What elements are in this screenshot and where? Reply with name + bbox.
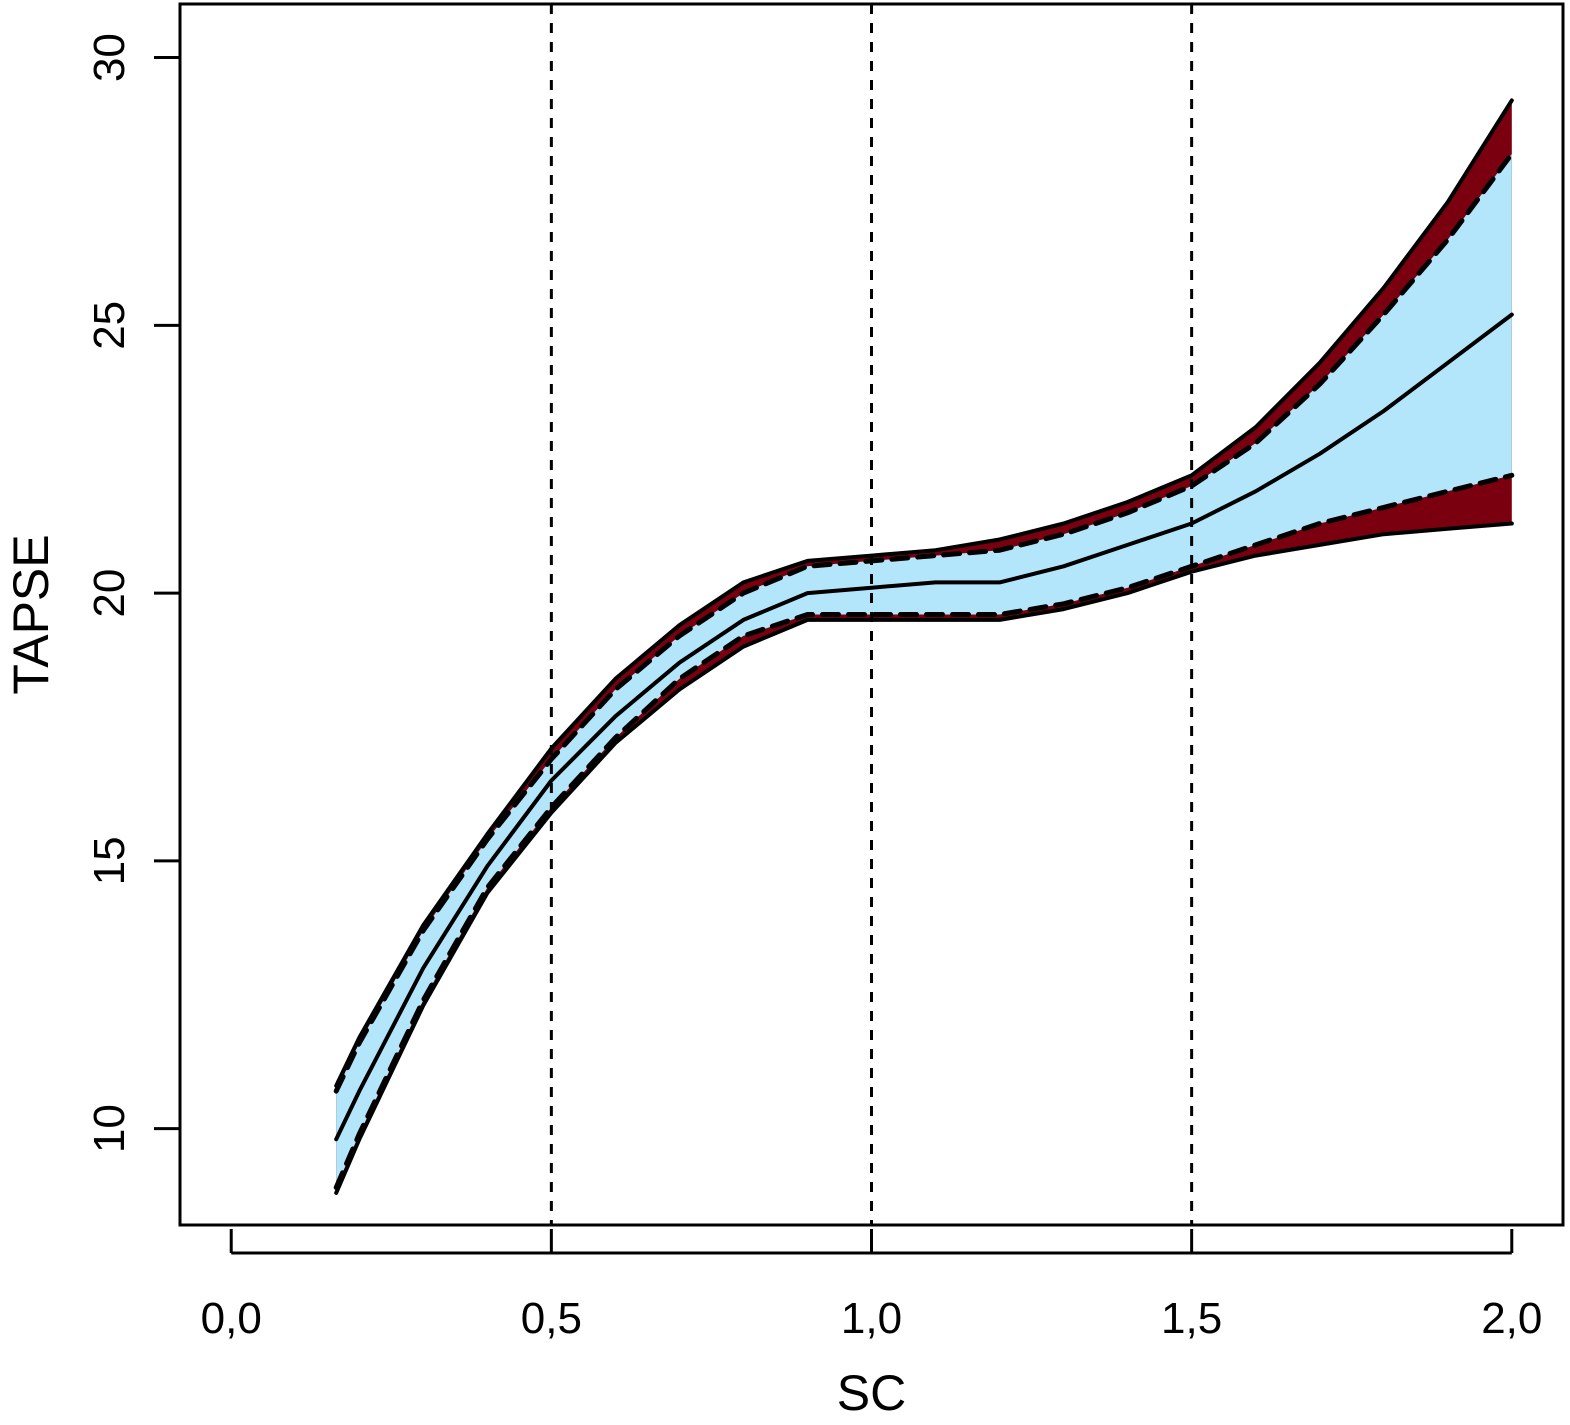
series-line-3	[333, 151, 1515, 1094]
inner-band	[336, 153, 1512, 1188]
x-tick-label-2: 1,0	[841, 1294, 902, 1343]
reference-lines	[549, 4, 1194, 1225]
x-tick-label-3: 1,5	[1161, 1294, 1222, 1343]
y-tick-label-0: 10	[85, 1104, 134, 1153]
confidence-bands	[336, 100, 1512, 1193]
y-tick-label-4: 30	[85, 33, 134, 82]
series-line-0	[334, 312, 1514, 1142]
y-tick-label-3: 25	[85, 301, 134, 350]
series-line-1	[334, 98, 1514, 1088]
outer-band	[336, 100, 1512, 1193]
series-line-4	[333, 472, 1515, 1190]
y-axis: 10 15 20 25 30	[85, 33, 182, 1153]
y-axis-label: TAPSE	[3, 534, 59, 694]
x-tick-label-0: 0,0	[201, 1294, 262, 1343]
y-tick-label-1: 15	[85, 836, 134, 885]
curves	[333, 98, 1515, 1195]
x-tick-label-4: 2,0	[1481, 1294, 1542, 1343]
series-line-2	[334, 521, 1514, 1195]
x-tick-label-1: 0,5	[521, 1294, 582, 1343]
y-tick-label-2: 20	[85, 569, 134, 618]
x-axis: 0,0 0,5 1,0 1,5 2,0	[201, 1229, 1542, 1343]
x-axis-label: SC	[837, 1365, 906, 1421]
